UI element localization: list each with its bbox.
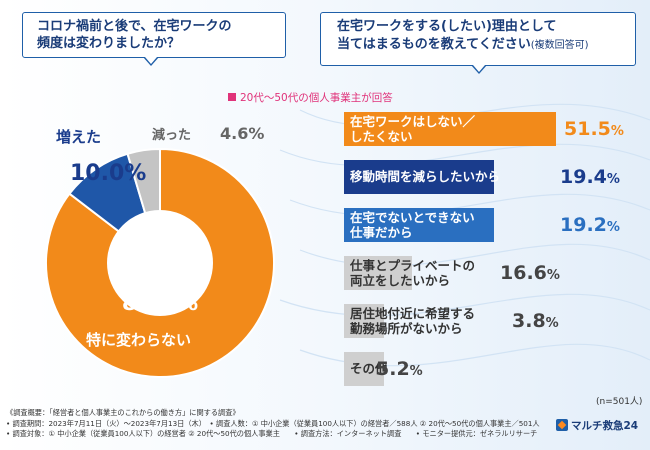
bar-5 xyxy=(344,352,384,386)
bar-label-4: 居住地付近に希望する 勤務場所がないから xyxy=(350,306,476,336)
bar-0 xyxy=(344,112,556,146)
bar-1 xyxy=(344,160,494,194)
bar-value-3: 16.6% xyxy=(500,262,560,284)
brand-logo: マルチ救急24 xyxy=(556,418,638,433)
question-2-box: 在宅ワークをする(したい)理由として 当てはまるものを教えてください(複数回答可… xyxy=(320,12,636,74)
question-1-box: コロナ禍前と後で、在宅ワークの 頻度は変わりましたか？ xyxy=(22,12,286,66)
bar-2 xyxy=(344,208,494,242)
question-2-line2: 当てはまるものを教えてください xyxy=(337,37,531,52)
pie-value-2: 4.6% xyxy=(220,124,264,143)
bar-value-0: 51.5% xyxy=(564,118,624,140)
pie-label-2: 減った xyxy=(152,127,191,143)
bar-value-1: 19.4% xyxy=(560,166,620,188)
bar-label-5: その他 xyxy=(350,361,388,376)
question-2-note: (複数回答可) xyxy=(530,40,589,51)
bar-label-3: 仕事とプライベートの 両立をしたいから xyxy=(350,258,476,288)
sample-size: (n=501人) xyxy=(596,397,643,407)
bar-4 xyxy=(344,304,384,338)
legend-swatch xyxy=(228,93,236,101)
question-1-line1: コロナ禍前と後で、在宅ワークの xyxy=(37,19,232,34)
pie-label-0: 特に変わらない xyxy=(86,331,191,349)
pie-hole xyxy=(107,210,213,316)
bar-value-2: 19.2% xyxy=(560,214,620,236)
question-2-line1: 在宅ワークをする(したい)理由として xyxy=(337,19,557,34)
bar-3 xyxy=(344,256,413,290)
bar-value-5: 5.2% xyxy=(376,358,423,380)
bar-label-1: 移動時間を減らしたいから xyxy=(350,169,501,184)
brand-logo-icon xyxy=(556,419,568,431)
question-1-line2: 頻度は変わりましたか？ xyxy=(37,36,181,51)
pie-value-0: 85.4% xyxy=(122,291,198,316)
survey-footer: 《調査概要：「経営者と個人事業主のこれからの働き方」に関する調査》 • 調査期間… xyxy=(6,408,540,440)
footer-line2: • 調査期間：2023年7月11日（火）〜2023年7月13日（木） • 調査人… xyxy=(6,418,540,428)
bar-label-0: 在宅ワークはしない／ したくない xyxy=(350,114,476,144)
footer-line3: • 調査対象：① 中小企業（従業員100人以下）の経営者 ② 20代〜50代の個… xyxy=(6,429,538,438)
respondent-legend: 20代〜50代の個人事業主が回答 xyxy=(228,90,393,105)
brand-name: マルチ救急24 xyxy=(571,420,639,432)
pie-label-1: 増えた xyxy=(56,128,101,146)
pie-value-1: 10.0% xyxy=(70,161,146,186)
bar-label-2: 在宅でないとできない 仕事だから xyxy=(350,210,475,240)
legend-text: 20代〜50代の個人事業主が回答 xyxy=(240,92,393,104)
footer-line1: 《調査概要：「経営者と個人事業主のこれからの働き方」に関する調査》 xyxy=(6,408,240,417)
bar-value-4: 3.8% xyxy=(512,310,559,332)
